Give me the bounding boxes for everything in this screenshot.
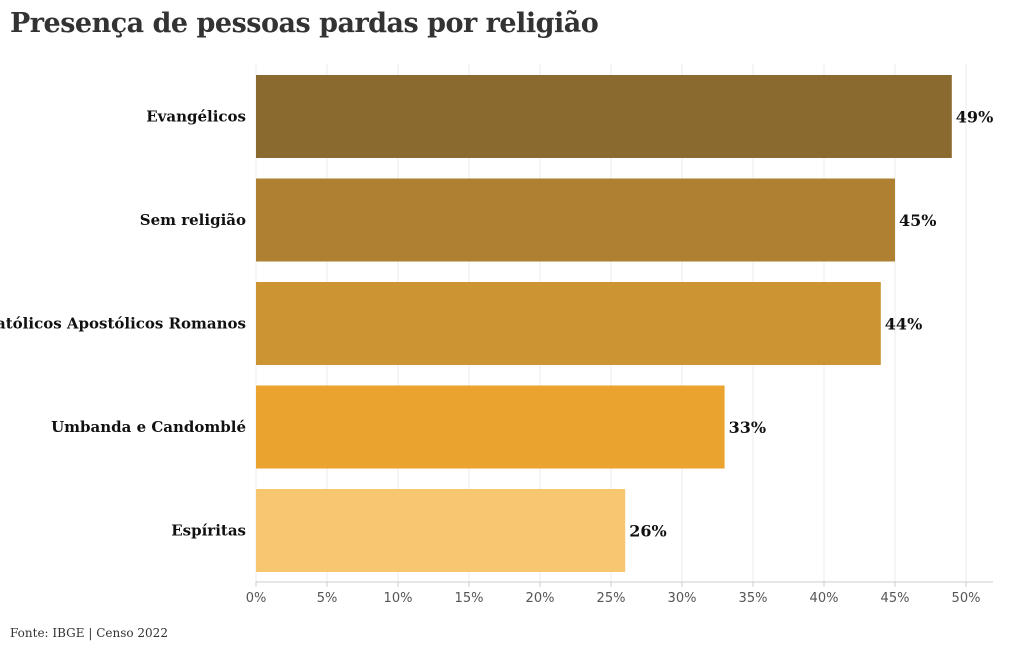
chart-title: Presença de pessoas pardas por religião bbox=[10, 8, 599, 39]
value-label: 49% bbox=[956, 108, 993, 127]
x-tick-label: 0% bbox=[246, 591, 267, 606]
value-label: 45% bbox=[899, 211, 936, 230]
bars: Evangélicos 49% Sem religião 45% Católicos A… bbox=[0, 75, 993, 572]
x-tick-label: 25% bbox=[597, 591, 626, 606]
x-tick-label: 35% bbox=[739, 591, 768, 606]
x-tick-label: 15% bbox=[455, 591, 484, 606]
x-axis: 0% 5% 10% 15% 20% 25% 30% 35% 40% 45% 50% bbox=[246, 581, 993, 606]
bar bbox=[256, 75, 952, 158]
x-tick-label: 30% bbox=[668, 591, 697, 606]
x-tick-label: 50% bbox=[952, 591, 981, 606]
category-label: Espíritas bbox=[171, 522, 246, 540]
bar bbox=[256, 385, 725, 469]
bar bbox=[256, 282, 881, 365]
bar bbox=[256, 489, 626, 572]
category-label: Católicos Apostólicos Romanos bbox=[0, 315, 246, 333]
source-note: Fonte: IBGE | Censo 2022 bbox=[10, 626, 168, 640]
value-label: 33% bbox=[729, 418, 766, 437]
x-tick-label: 45% bbox=[881, 591, 910, 606]
x-tick-label: 10% bbox=[384, 591, 413, 606]
category-label: Sem religião bbox=[140, 211, 246, 229]
x-tick-label: 20% bbox=[526, 591, 555, 606]
value-label: 26% bbox=[629, 522, 666, 541]
category-label: Umbanda e Candomblé bbox=[51, 418, 246, 436]
value-label: 44% bbox=[885, 315, 922, 334]
bar bbox=[256, 178, 895, 262]
category-label: Evangélicos bbox=[146, 108, 246, 126]
x-tick-label: 5% bbox=[317, 591, 338, 606]
x-tick-label: 40% bbox=[810, 591, 839, 606]
